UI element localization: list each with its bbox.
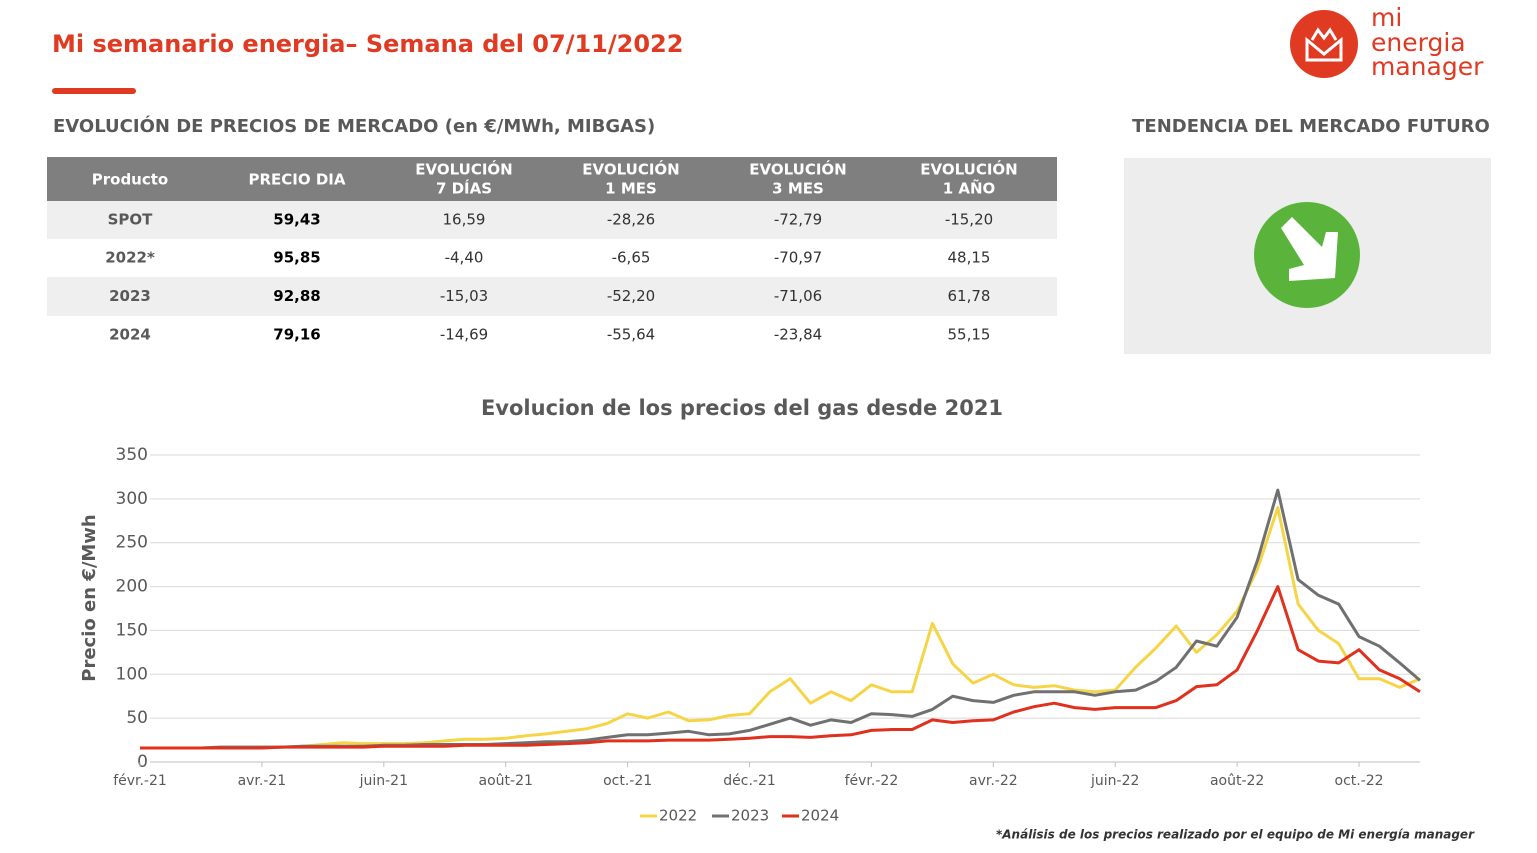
column-header: 1 MES (605, 180, 657, 198)
x-tick-label: avr.-22 (969, 773, 1018, 789)
y-tick-label: 150 (116, 620, 148, 640)
table-cell: -72,79 (774, 211, 822, 229)
column-header: EVOLUCIÓN (749, 160, 846, 179)
trend-title: TENDENCIA DEL MERCADO FUTURO (1132, 116, 1490, 137)
column-header: Producto (92, 171, 168, 189)
logo-icon (1310, 27, 1338, 41)
legend-label: 2024 (801, 807, 839, 825)
logo-icon (1305, 36, 1343, 62)
column-header: PRECIO DIA (249, 171, 346, 189)
y-tick-label: 0 (137, 752, 148, 772)
table-cell: 55,15 (948, 326, 991, 344)
table-header (47, 157, 1057, 201)
table-cell: 61,78 (948, 287, 991, 305)
trend-arrow (1281, 217, 1338, 281)
table-cell: 16,59 (443, 211, 486, 229)
x-tick-label: août-21 (479, 773, 533, 789)
table-cell: -15,03 (440, 287, 488, 305)
logo-text: manager (1371, 52, 1484, 81)
y-axis-label: Precio en €/Mwh (79, 514, 100, 682)
table-cell: -23,84 (774, 326, 822, 344)
column-header: 1 AÑO (943, 179, 996, 198)
table-row (47, 277, 1057, 316)
x-tick-label: juin-22 (1090, 773, 1139, 789)
table-cell: -6,65 (612, 249, 651, 267)
table-cell: -52,20 (607, 287, 655, 305)
table-row (47, 201, 1057, 239)
column-header: EVOLUCIÓN (920, 160, 1017, 179)
column-header: EVOLUCIÓN (582, 160, 679, 179)
table-cell: -4,40 (445, 249, 484, 267)
table-cell: 48,15 (948, 249, 991, 267)
table-cell: -28,26 (607, 211, 655, 229)
table-cell: -14,69 (440, 326, 488, 344)
title-underline (52, 88, 136, 94)
table-cell: -70,97 (774, 249, 822, 267)
table-cell: -55,64 (607, 326, 655, 344)
x-tick-label: févr.-21 (113, 773, 167, 789)
chart-title: Evolucion de los precios del gas desde 2… (481, 396, 1003, 420)
column-header: 3 MES (772, 180, 824, 198)
column-header: EVOLUCIÓN (415, 160, 512, 179)
y-tick-label: 300 (116, 489, 148, 509)
column-header: 7 DÍAS (436, 179, 492, 198)
legend-label: 2022 (659, 807, 697, 825)
table-title: EVOLUCIÓN DE PRECIOS DE MERCADO (en €/MW… (53, 115, 655, 137)
logo: mi energia manager (1290, 3, 1484, 81)
y-tick-label: 350 (116, 445, 148, 465)
y-tick-label: 200 (116, 577, 148, 597)
legend-label: 2023 (731, 807, 769, 825)
table-cell: 92,88 (273, 287, 320, 305)
y-tick-label: 100 (116, 664, 148, 684)
table-cell: 2022* (105, 249, 155, 267)
table-cell: 2023 (109, 287, 151, 305)
x-tick-label: févr.-22 (845, 773, 899, 789)
logo-circle (1290, 10, 1358, 78)
y-tick-label: 50 (126, 708, 148, 728)
x-tick-label: juin-21 (359, 773, 408, 789)
table-cell: -71,06 (774, 287, 822, 305)
table-cell: 2024 (109, 326, 151, 344)
footnote: *Análisis de los precios realizado por e… (996, 828, 1475, 842)
table-cell: 59,43 (273, 211, 320, 229)
x-tick-label: oct.-22 (1335, 773, 1384, 789)
x-tick-label: déc.-21 (723, 773, 776, 789)
y-tick-label: 250 (116, 533, 148, 553)
x-tick-label: août-22 (1210, 773, 1264, 789)
x-tick-label: oct.-21 (603, 773, 652, 789)
line-series (140, 585, 1421, 750)
line-series (140, 488, 1421, 750)
page-title: Mi semanario energia– Semana del 07/11/2… (52, 30, 683, 58)
x-tick-label: avr.-21 (238, 773, 287, 789)
table-cell: -15,20 (945, 211, 993, 229)
table-cell: 95,85 (273, 249, 320, 267)
logo-text: mi (1371, 3, 1402, 32)
logo-text: energia (1371, 28, 1466, 57)
table-cell: 79,16 (273, 326, 320, 344)
table-cell: SPOT (108, 211, 154, 229)
